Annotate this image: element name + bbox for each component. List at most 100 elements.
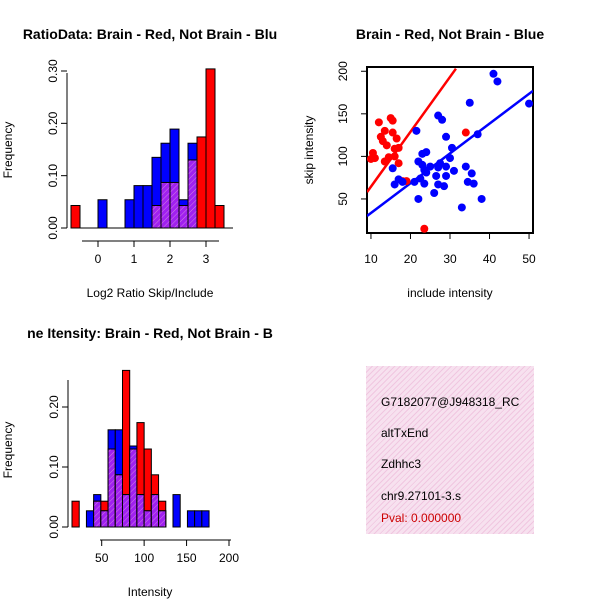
blue-scatter-point: [420, 179, 429, 188]
intensity-overlap-bar: [93, 500, 102, 528]
scatter-x-tick-label: 50: [522, 252, 536, 266]
intensity-blue-bar: [186, 510, 196, 528]
pval-text: Pval: 0.000000: [381, 511, 462, 525]
gene-name-text: Zdhhc3: [381, 457, 422, 471]
locus-text: chr9.27101-3.s: [381, 489, 462, 503]
red-scatter-point: [388, 128, 397, 137]
ratio-histogram-ylabel: Frequency: [1, 122, 15, 179]
intensity-blue-bar: [172, 494, 181, 528]
event-info-box: G7182077@J948318_RC altTxEnd Zdhhc3 chr9…: [366, 366, 534, 534]
red-scatter-point: [370, 154, 379, 163]
red-scatter-point: [374, 118, 383, 127]
blue-scatter-point: [432, 171, 441, 180]
blue-scatter-point: [469, 179, 478, 188]
ratio-x-tick-label: 2: [167, 252, 174, 266]
scatter-ylabel: skip intensity: [302, 116, 316, 185]
red-scatter-point: [388, 116, 397, 125]
ratio-x-tick-label: 3: [203, 252, 210, 266]
intensity-overlap-bar: [143, 510, 152, 528]
blue-scatter-point: [410, 177, 419, 186]
red-scatter-point: [461, 128, 470, 137]
intensity-histogram-y-ticks: 0.00 0.10 0.20: [47, 395, 68, 539]
ratio-blue-bar: [133, 185, 144, 229]
red-scatter-point: [392, 134, 401, 143]
blue-scatter-point: [414, 194, 423, 203]
ratio-overlap-bar: [151, 204, 162, 229]
event-id-text: G7182077@J948318_RC: [381, 395, 520, 409]
blue-scatter-point: [398, 177, 407, 186]
blue-scatter-point: [477, 194, 486, 203]
blue-scatter-point: [388, 164, 397, 173]
ratio-red-bar: [196, 136, 207, 229]
red-scatter-point: [384, 153, 393, 162]
red-scatter-point: [394, 159, 403, 168]
blue-scatter-point: [525, 99, 533, 108]
blue-scatter-point: [461, 162, 470, 171]
ratio-blue-bar: [124, 199, 135, 229]
red-fit-line: [367, 67, 457, 193]
blue-scatter-point: [465, 98, 474, 107]
ratio-histogram-bars: [70, 68, 225, 229]
scatter-y-ticks: 50 100 150 200: [336, 61, 367, 206]
intensity-blue-bar: [194, 510, 203, 528]
scatter-points: [367, 69, 533, 233]
blue-scatter-point: [442, 171, 451, 180]
ratio-histogram-xlabel: Log2 Ratio Skip/Include: [87, 286, 214, 300]
scatter-y-tick-label: 150: [336, 103, 350, 123]
scatter-x-tick-label: 40: [483, 252, 497, 266]
blue-scatter-point: [426, 162, 435, 171]
scatter-x-ticks: 10 20 30 40 50: [364, 233, 536, 266]
scatter-x-tick-label: 20: [404, 252, 418, 266]
blue-scatter-point: [422, 168, 431, 177]
scatter-y-tick-label: 100: [336, 146, 350, 166]
ratio-overlap-bar: [160, 181, 171, 229]
intensity-x-tick-label: 150: [177, 551, 197, 565]
ratio-histogram-x-ticks: 0 1 2 3: [95, 241, 210, 266]
ratio-y-tick-label: 0.20: [46, 111, 60, 135]
blue-scatter-point: [412, 126, 421, 135]
blue-scatter-point: [457, 203, 466, 212]
intensity-x-tick-label: 50: [95, 551, 109, 565]
blue-scatter-point: [442, 132, 451, 141]
intensity-overlap-bar: [100, 510, 109, 528]
blue-scatter-point: [430, 188, 439, 197]
intensity-overlap-bar: [121, 494, 131, 528]
intensity-x-tick-label: 100: [134, 551, 154, 565]
intensity-overlap-bar: [114, 474, 123, 528]
scatter-fit-lines: [367, 67, 533, 217]
ratio-x-tick-label: 0: [95, 252, 102, 266]
blue-scatter-point: [442, 162, 451, 171]
scatter-x-tick-label: 30: [443, 252, 457, 266]
ratio-histogram-title: RatioData: Brain - Red, Not Brain - Blu: [23, 26, 277, 42]
intensity-histogram-xlabel: Intensity: [128, 585, 173, 599]
blue-scatter-point: [446, 154, 454, 163]
intensity-histogram-ylabel: Frequency: [1, 422, 15, 479]
intensity-overlap-bar: [107, 448, 116, 528]
red-scatter-point: [390, 152, 399, 161]
blue-scatter-point: [436, 159, 445, 168]
scatter-x-tick-label: 10: [364, 252, 378, 266]
ratio-histogram-panel: RatioData: Brain - Red, Not Brain - Blu …: [1, 26, 277, 300]
blue-scatter-point: [422, 148, 431, 157]
intensity-histogram-title: ne Itensity: Brain - Red, Not Brain - B: [27, 325, 273, 341]
intensity-x-tick-label: 200: [219, 551, 239, 565]
intensity-overlap-bar: [150, 494, 160, 528]
blue-fit-line: [367, 89, 533, 217]
red-scatter-point: [390, 144, 399, 153]
blue-scatter-point: [447, 143, 456, 152]
intensity-overlap-bar: [129, 448, 138, 528]
intensity-overlap-bar: [158, 510, 167, 528]
blue-scatter-point: [440, 182, 449, 191]
blue-scatter-point: [449, 166, 458, 175]
ratio-red-bar: [214, 204, 225, 229]
ratio-blue-bar: [142, 185, 153, 229]
ratio-overlap-bar: [187, 159, 198, 229]
scatter-xlabel: include intensity: [407, 286, 492, 300]
ratio-overlap-bar: [178, 204, 189, 229]
blue-scatter-point: [473, 130, 482, 139]
ratio-blue-bar: [97, 199, 108, 229]
scatter-y-tick-label: 200: [336, 61, 350, 81]
ratio-overlap-bar: [169, 181, 180, 229]
ratio-red-bar: [205, 68, 216, 229]
